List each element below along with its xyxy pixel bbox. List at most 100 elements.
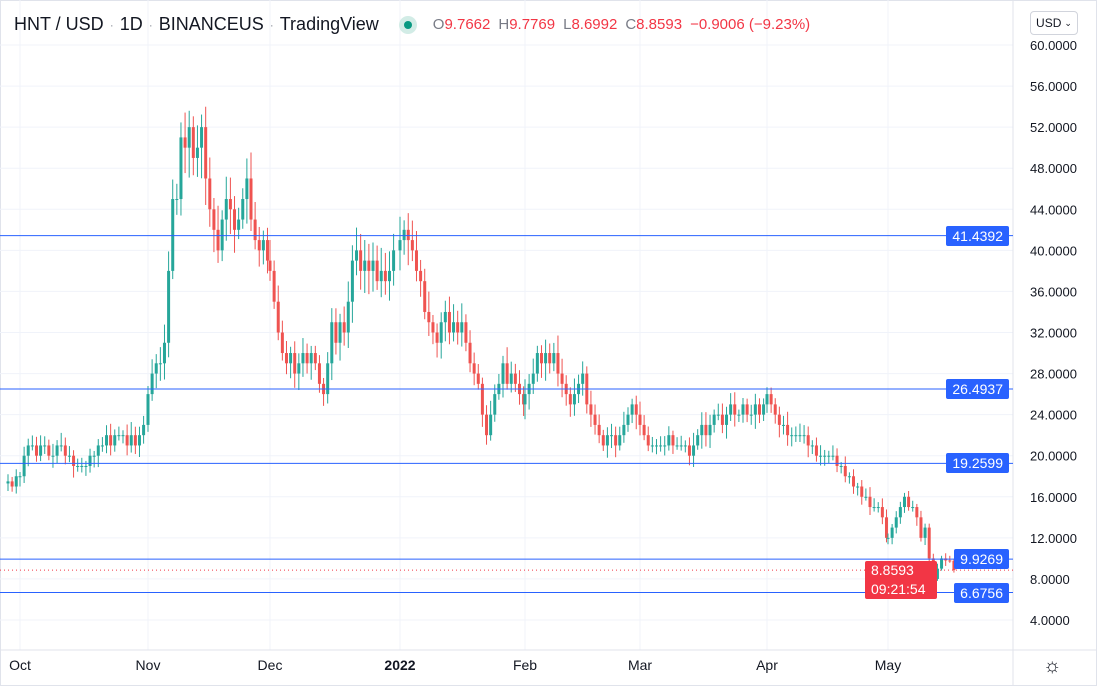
candle-body xyxy=(650,445,654,447)
candle-body xyxy=(919,517,923,538)
candle-body xyxy=(452,322,456,333)
candle-body xyxy=(293,353,297,374)
y-tick-label: 32.0000 xyxy=(1030,326,1077,341)
candle-body xyxy=(402,229,406,241)
candle-body xyxy=(589,404,593,415)
candle-body xyxy=(253,219,257,241)
candle-body xyxy=(14,476,18,487)
y-tick-label: 4.0000 xyxy=(1030,613,1070,628)
candle-body xyxy=(531,373,535,384)
x-tick-label: Oct xyxy=(9,657,31,673)
candle-body xyxy=(183,137,187,148)
candle-body xyxy=(158,363,162,365)
candle-body xyxy=(6,481,10,484)
candle-body xyxy=(216,229,220,251)
candle-body xyxy=(572,394,576,405)
candle-body xyxy=(212,209,216,230)
market-open-icon xyxy=(398,15,417,34)
y-tick-label: 40.0000 xyxy=(1030,243,1077,258)
gear-icon[interactable]: ☼ xyxy=(1043,655,1062,677)
candle-body xyxy=(67,455,71,457)
x-tick-label: Apr xyxy=(756,657,778,673)
candle-body xyxy=(480,383,484,415)
y-tick-label: 60.0000 xyxy=(1030,38,1077,53)
candle-body xyxy=(355,250,359,261)
candle-body xyxy=(10,481,14,487)
candle-body xyxy=(88,455,92,466)
high-label: H xyxy=(498,16,510,33)
y-tick-label: 24.0000 xyxy=(1030,408,1077,423)
candle-body xyxy=(593,414,597,425)
candle-body xyxy=(43,445,47,447)
candle-body xyxy=(350,260,354,302)
candle-body xyxy=(847,476,851,478)
close-label: C xyxy=(625,16,637,33)
candle-body xyxy=(447,311,451,333)
candle-body xyxy=(92,455,96,457)
candle-body xyxy=(72,455,76,466)
candle-body xyxy=(133,435,137,446)
candle-body xyxy=(757,404,761,415)
candle-body xyxy=(427,311,431,323)
candle-body xyxy=(876,507,880,509)
y-tick-label: 28.0000 xyxy=(1030,367,1077,382)
candle-body xyxy=(634,404,638,415)
candle-body xyxy=(696,435,700,446)
currency-label: USD xyxy=(1036,16,1062,30)
candle-body xyxy=(439,322,443,343)
candle-body xyxy=(51,455,55,457)
y-tick-label: 16.0000 xyxy=(1030,490,1077,505)
candle-body xyxy=(622,424,626,436)
candle-body xyxy=(548,353,552,364)
candle-body xyxy=(605,435,609,446)
candle-body xyxy=(305,353,309,364)
interval[interactable]: 1D xyxy=(119,14,143,34)
currency-select[interactable]: USD ⌄ xyxy=(1030,11,1078,35)
candle-body xyxy=(76,465,80,467)
candle-body xyxy=(233,209,237,230)
candle-body xyxy=(802,435,806,437)
candle-body xyxy=(745,404,749,415)
candle-body xyxy=(880,507,884,518)
x-tick-label: Mar xyxy=(628,657,652,673)
last-price-tag: 8.8593 09:21:54 xyxy=(865,561,937,599)
candle-body xyxy=(539,353,543,364)
candle-body xyxy=(30,445,34,447)
candle-body xyxy=(935,568,939,579)
candle-body xyxy=(398,240,402,251)
low-value: 8.6992 xyxy=(571,16,618,33)
candle-body xyxy=(154,363,158,374)
candle-body xyxy=(392,250,396,271)
candle-body xyxy=(513,373,517,384)
candle-body xyxy=(597,424,601,436)
candle-body xyxy=(208,178,212,210)
candle-body xyxy=(798,435,802,437)
y-tick-label: 12.0000 xyxy=(1030,531,1077,546)
candle-body xyxy=(856,486,860,488)
candle-body xyxy=(175,199,179,201)
candle-body xyxy=(864,496,868,498)
y-tick-label: 48.0000 xyxy=(1030,161,1077,176)
candle-body xyxy=(509,373,513,384)
candle-body xyxy=(860,486,864,497)
close-value: 8.8593 xyxy=(636,16,683,33)
candle-body xyxy=(456,322,460,333)
candle-body xyxy=(80,465,84,467)
level-price-tag: 41.4392 xyxy=(946,225,1009,246)
chevron-down-icon: ⌄ xyxy=(1064,17,1072,28)
candle-body xyxy=(187,127,191,148)
candle-body xyxy=(383,270,387,282)
candle-body xyxy=(18,476,22,478)
candle-body xyxy=(505,363,509,384)
candle-body xyxy=(367,260,371,271)
candle-body xyxy=(485,414,489,436)
candle-body xyxy=(272,270,276,302)
candle-body xyxy=(902,496,906,508)
candle-body xyxy=(659,445,663,447)
candle-body xyxy=(810,445,814,447)
symbol-name[interactable]: HNT / USD xyxy=(14,14,104,34)
candle-body xyxy=(654,445,658,447)
candle-body xyxy=(379,270,383,282)
candle-body xyxy=(276,301,280,333)
